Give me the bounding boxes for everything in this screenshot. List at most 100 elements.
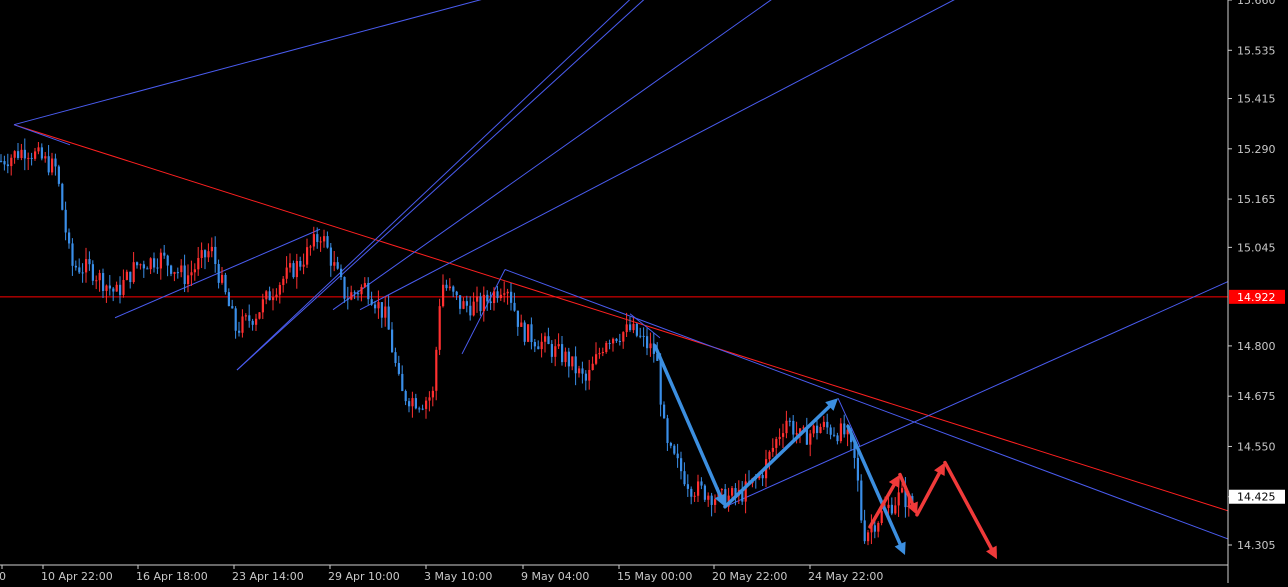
candle-body: [306, 247, 309, 265]
candle-body: [153, 258, 156, 268]
candle-body: [98, 273, 101, 281]
candle-body: [465, 301, 468, 306]
candle-body: [863, 520, 866, 542]
trendline-9: [504, 269, 1229, 540]
candle-body: [350, 292, 353, 300]
arrow-head-0: [714, 493, 726, 507]
candle-body: [411, 398, 414, 407]
price-axis[interactable]: 15.660 15.535 15.415 15.290 15.165 15.045 14.8…: [1228, 0, 1285, 552]
x-tick-label: 3 May 10:00: [424, 570, 492, 583]
candle-body: [34, 151, 37, 159]
candle-body: [187, 275, 190, 285]
candle-body: [156, 267, 159, 269]
candle-body: [860, 480, 863, 521]
arrow-shaft-5: [915, 471, 942, 517]
candle-body: [425, 400, 428, 409]
candle-body: [554, 346, 557, 357]
trendline-11: [724, 281, 1229, 508]
candle-body: [894, 505, 897, 514]
candle-body: [268, 291, 271, 301]
candle-body: [363, 283, 366, 287]
candle-body: [873, 525, 876, 532]
candle-body: [469, 305, 472, 316]
candle-body: [622, 332, 625, 342]
candle-body: [690, 488, 693, 497]
candles-layer: [0, 138, 914, 546]
candle-body: [676, 453, 679, 459]
candle-body: [792, 420, 795, 435]
candle-body: [139, 264, 142, 266]
time-axis[interactable]: 00 10 Apr 22:00 16 Apr 18:00 23 Apr 14:00 29…: [0, 565, 883, 583]
candle-body: [183, 265, 186, 285]
candle-body: [102, 273, 105, 291]
candle-body: [377, 302, 380, 309]
candle-body: [166, 255, 169, 266]
arrow-shaft-3: [868, 483, 896, 529]
candle-body: [71, 243, 74, 266]
candle-body: [561, 344, 564, 363]
candle-body: [326, 236, 329, 248]
candle-body: [180, 265, 183, 273]
arrow-head-2: [894, 541, 906, 556]
candle-body: [323, 236, 326, 242]
candle-body: [333, 262, 336, 266]
candle-body: [493, 291, 496, 304]
candle-body: [890, 504, 893, 514]
trendline-10: [629, 313, 661, 339]
candle-body: [635, 323, 638, 336]
candle-body: [394, 352, 397, 364]
candle-body: [108, 285, 111, 289]
candle-body: [809, 433, 812, 445]
candle-body: [904, 488, 907, 508]
candle-body: [656, 353, 659, 361]
candle-body: [295, 260, 298, 278]
candle-body: [697, 481, 700, 496]
candle-body: [129, 271, 132, 283]
candle-body: [44, 156, 47, 159]
x-tick-label: 24 May 22:00: [808, 570, 883, 583]
candle-body: [537, 346, 540, 350]
candle-body: [234, 308, 237, 331]
candle-body: [503, 293, 506, 295]
candle-body: [125, 271, 128, 280]
y-tick-label: 14.800: [1237, 340, 1276, 353]
candle-body: [843, 423, 846, 435]
candle-body: [3, 161, 6, 165]
candle-body: [448, 286, 451, 289]
candle-body: [758, 475, 761, 479]
candle-body: [816, 425, 819, 433]
candle-body: [299, 260, 302, 267]
arrow-head-4: [906, 501, 918, 515]
candle-body: [703, 485, 706, 500]
candle-body: [533, 342, 536, 347]
candle-body: [472, 301, 475, 316]
y-tick-label: 14.550: [1237, 440, 1276, 453]
candle-body: [210, 246, 213, 252]
candle-body: [312, 234, 315, 247]
candle-body: [13, 151, 16, 158]
candle-body: [700, 481, 703, 486]
candle-body: [112, 288, 115, 292]
candle-body: [132, 262, 135, 283]
candle-body: [384, 306, 387, 318]
candle-body: [901, 488, 904, 493]
candle-body: [0, 160, 3, 162]
candle-body: [88, 259, 91, 265]
candle-body: [37, 147, 40, 152]
candle-body: [357, 293, 360, 295]
candle-body: [870, 525, 873, 533]
candle-body: [527, 324, 530, 342]
candle-body: [435, 349, 438, 391]
arrow-head-1: [825, 398, 838, 411]
candle-body: [159, 252, 162, 269]
candle-body: [799, 428, 802, 434]
candle-body: [367, 283, 370, 300]
candle-body: [282, 278, 285, 286]
candle-body: [839, 423, 842, 442]
candle-body: [200, 250, 203, 259]
candle-body: [221, 274, 224, 283]
candle-body: [421, 408, 424, 410]
candle-body: [615, 338, 618, 342]
